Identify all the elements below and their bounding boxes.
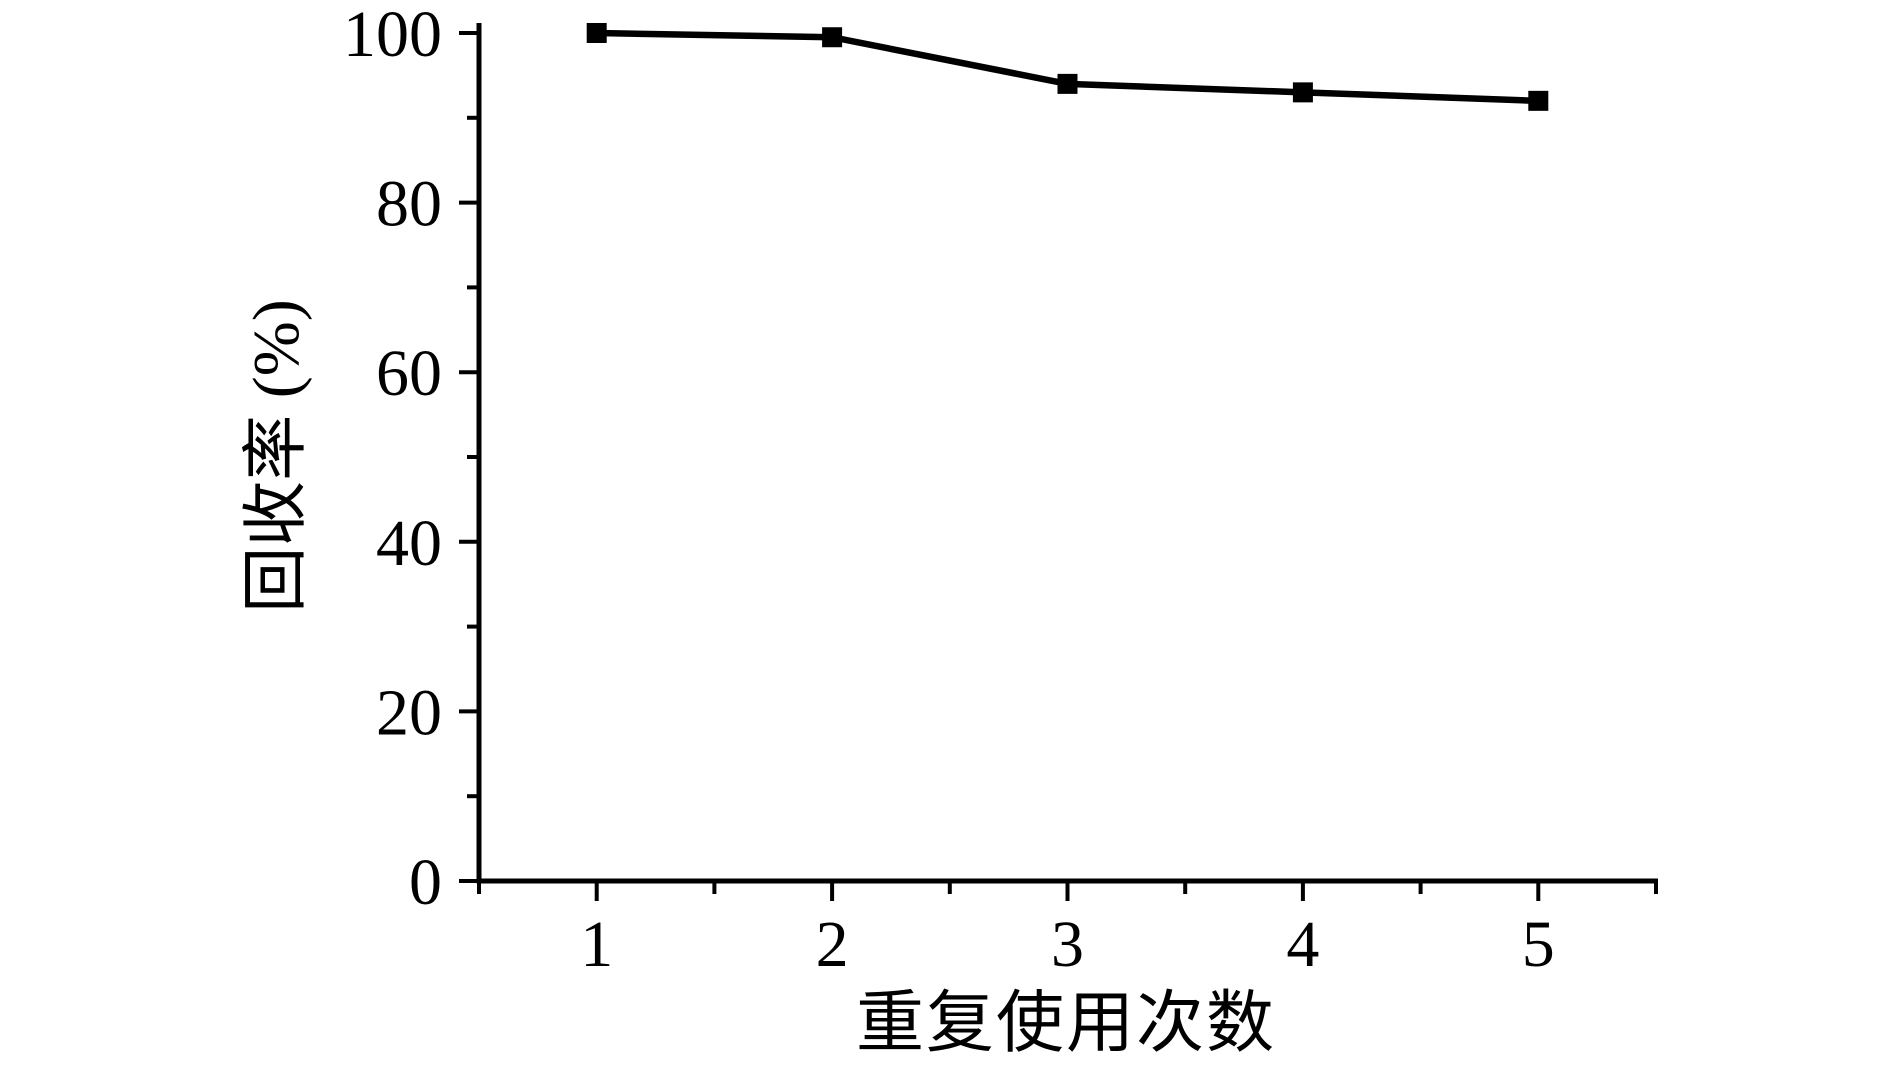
data-point-marker <box>822 27 843 48</box>
y-tick-label: 100 <box>343 0 442 71</box>
data-point-marker <box>1528 90 1549 111</box>
y-tick-label: 40 <box>376 507 442 580</box>
data-point-marker <box>1292 82 1313 103</box>
data-point-marker <box>1057 73 1078 94</box>
x-tick-label: 3 <box>1051 908 1084 981</box>
y-tick-label: 0 <box>409 846 442 919</box>
y-axis-title: 回收率 (%) <box>240 299 313 613</box>
data-point-marker <box>586 23 607 43</box>
x-tick-label: 2 <box>816 908 849 981</box>
x-tick-label: 1 <box>580 908 613 981</box>
x-tick-label: 5 <box>1522 908 1555 981</box>
x-axis-title: 重复使用次数 <box>855 985 1276 1061</box>
x-tick-label: 4 <box>1286 908 1319 981</box>
y-tick-label: 60 <box>376 337 442 410</box>
y-tick-label: 20 <box>376 676 442 749</box>
y-tick-label: 80 <box>376 168 442 241</box>
